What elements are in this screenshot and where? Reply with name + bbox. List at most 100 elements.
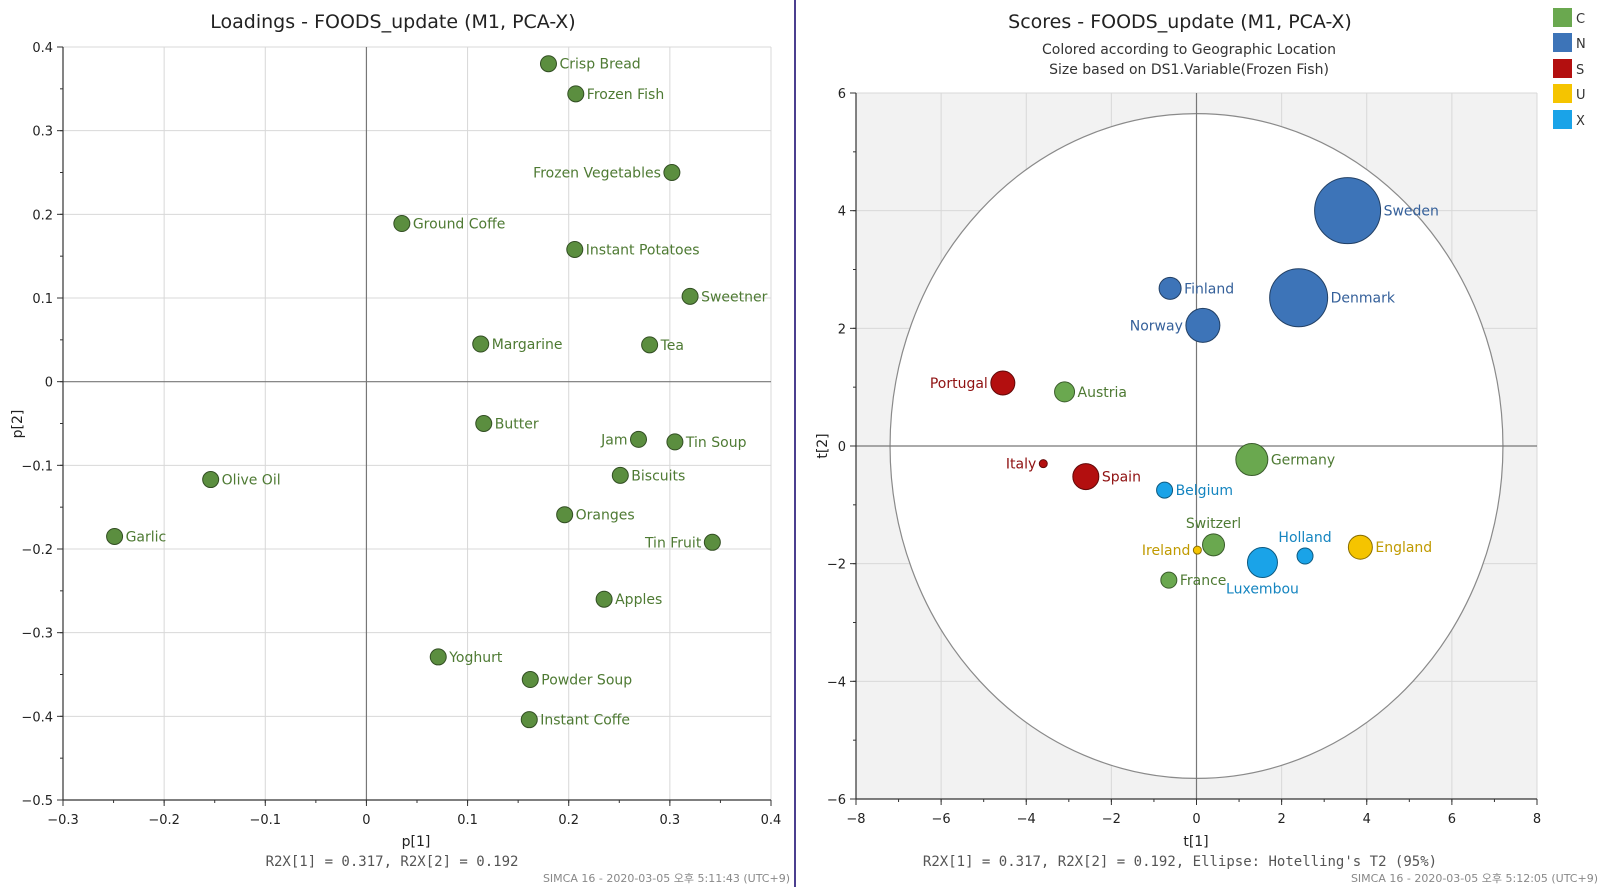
loadings-y-tick-label: 0.3 [32,125,53,140]
loadings-point-label-garlic: Garlic [126,529,167,545]
loadings-y-tick-label: 0 [45,376,53,391]
scores-panel: Scores - FOODS_update (M1, PCA-X) Colore… [815,8,1598,885]
legend-label-x: X [1576,114,1585,129]
scores-point-spain[interactable] [1072,463,1100,491]
loadings-point-tin-soup[interactable] [666,433,684,451]
loadings-point-oranges[interactable] [556,506,574,524]
scores-point-label-italy: Italy [1006,457,1036,473]
scores-y-tick-label: −4 [827,675,846,690]
loadings-point-label-tin-soup: Tin Soup [685,435,747,451]
scores-point-holland[interactable] [1296,547,1314,565]
scores-point-austria[interactable] [1054,381,1076,403]
loadings-x-tick-label: 0.2 [558,813,579,828]
scores-point-luxembou[interactable] [1246,546,1278,578]
scores-x-tick-label: 4 [1363,812,1371,827]
legend-swatch-u [1553,84,1572,103]
loadings-point-frozen-fish[interactable] [567,85,585,103]
scores-x-tick-label: −2 [1102,812,1121,827]
loadings-point-jam[interactable] [630,430,648,448]
scores-point-italy[interactable] [1038,459,1048,469]
scores-point-england[interactable] [1347,534,1373,560]
loadings-point-label-crisp-bread: Crisp Bread [559,57,640,73]
loadings-point-label-sweetner: Sweetner [701,289,768,305]
loadings-point-frozen-vegetables[interactable] [663,164,681,181]
loadings-footer: R2X[1] = 0.317, R2X[2] = 0.192 [266,854,519,870]
loadings-point-label-yoghurt: Yoghurt [448,650,503,666]
loadings-point-margarine[interactable] [472,335,490,353]
scores-point-portugal[interactable] [990,370,1016,396]
loadings-y-tick-label: −0.1 [21,459,53,474]
loadings-point-label-tea: Tea [660,338,684,354]
scores-point-label-belgium: Belgium [1176,483,1233,499]
loadings-point-biscuits[interactable] [611,466,629,484]
scores-point-germany[interactable] [1235,443,1269,477]
scores-point-france[interactable] [1160,571,1178,589]
scores-y-tick-label: −2 [827,558,846,573]
scores-x-tick-label: 2 [1277,812,1285,827]
legend-swatch-c [1553,8,1572,27]
scores-x-tick-label: 6 [1448,812,1456,827]
loadings-point-olive-oil[interactable] [202,471,220,489]
scores-timestamp: SIMCA 16 - 2020-03-05 오후 5:12:05 (UTC+9) [1351,872,1598,885]
scores-point-label-portugal: Portugal [930,376,988,392]
loadings-points: Crisp Bread Frozen Fish Frozen Vegetables G… [106,55,768,729]
loadings-point-ground-coffe[interactable] [393,215,411,233]
scores-point-norway[interactable] [1185,307,1221,343]
scores-point-belgium[interactable] [1156,481,1174,499]
scores-x-axis-label: t[1] [1183,834,1208,850]
loadings-grid [62,46,772,801]
legend-label-s: S [1576,63,1584,78]
loadings-point-label-instant-coffe: Instant Coffe [540,713,630,729]
scores-point-label-spain: Spain [1102,470,1141,486]
loadings-point-garlic[interactable] [106,527,124,545]
scores-point-switzerl[interactable] [1202,533,1226,557]
loadings-y-tick-label: −0.3 [21,627,53,642]
legend-label-n: N [1576,37,1586,52]
loadings-point-apples[interactable] [595,590,613,608]
loadings-point-tin-fruit[interactable] [703,533,721,551]
scores-point-denmark[interactable] [1269,268,1329,328]
loadings-timestamp: SIMCA 16 - 2020-03-05 오후 5:11:43 (UTC+9) [543,872,790,885]
loadings-title: Loadings - FOODS_update (M1, PCA-X) [210,11,575,33]
scores-axes [850,92,1538,805]
loadings-point-sweetner[interactable] [681,287,699,305]
loadings-point-label-biscuits: Biscuits [631,468,685,484]
loadings-panel: Loadings - FOODS_update (M1, PCA-X) −0.3… [10,11,790,885]
scores-points: Sweden Denmark Finland Norway Portugal Austri… [930,177,1439,597]
scores-x-tick-label: 8 [1533,812,1541,827]
loadings-point-label-jam: Jam [600,432,627,448]
scores-point-label-england: England [1375,540,1432,556]
scores-point-label-austria: Austria [1078,385,1127,401]
loadings-point-label-ground-coffe: Ground Coffe [413,217,506,233]
loadings-y-tick-label: −0.4 [21,710,53,725]
loadings-axes [57,46,772,806]
scores-point-sweden[interactable] [1314,177,1382,245]
loadings-point-yoghurt[interactable] [429,648,447,666]
loadings-x-tick-label: −0.3 [47,813,79,828]
loadings-x-tick-label: −0.2 [148,813,180,828]
loadings-point-label-apples: Apples [615,592,662,608]
loadings-point-powder-soup[interactable] [521,671,539,689]
legend-label-c: C [1576,12,1585,27]
loadings-x-tick-label: 0.1 [457,813,478,828]
scores-subtitle-color: Colored according to Geographic Location [1042,42,1336,58]
loadings-y-tick-label: −0.5 [21,794,53,809]
scores-footer: R2X[1] = 0.317, R2X[2] = 0.192, Ellipse:… [923,854,1437,870]
loadings-point-instant-potatoes[interactable] [566,240,584,258]
loadings-point-crisp-bread[interactable] [539,55,557,73]
loadings-y-tick-label: 0.4 [32,41,53,56]
loadings-point-butter[interactable] [475,415,493,432]
loadings-point-label-frozen-vegetables: Frozen Vegetables [533,166,661,182]
scores-point-ireland[interactable] [1192,545,1202,555]
loadings-y-axis-label: p[2] [10,410,26,439]
loadings-point-label-instant-potatoes: Instant Potatoes [586,242,700,258]
scores-point-finland[interactable] [1158,276,1182,300]
loadings-point-tea[interactable] [641,336,659,354]
scores-point-label-switzerl: Switzerl [1186,516,1241,532]
loadings-point-instant-coffe[interactable] [520,711,538,729]
scores-title: Scores - FOODS_update (M1, PCA-X) [1008,11,1352,33]
loadings-point-label-tin-fruit: Tin Fruit [644,535,702,551]
scores-x-tick-label: −6 [932,812,951,827]
legend-label-u: U [1576,88,1586,103]
